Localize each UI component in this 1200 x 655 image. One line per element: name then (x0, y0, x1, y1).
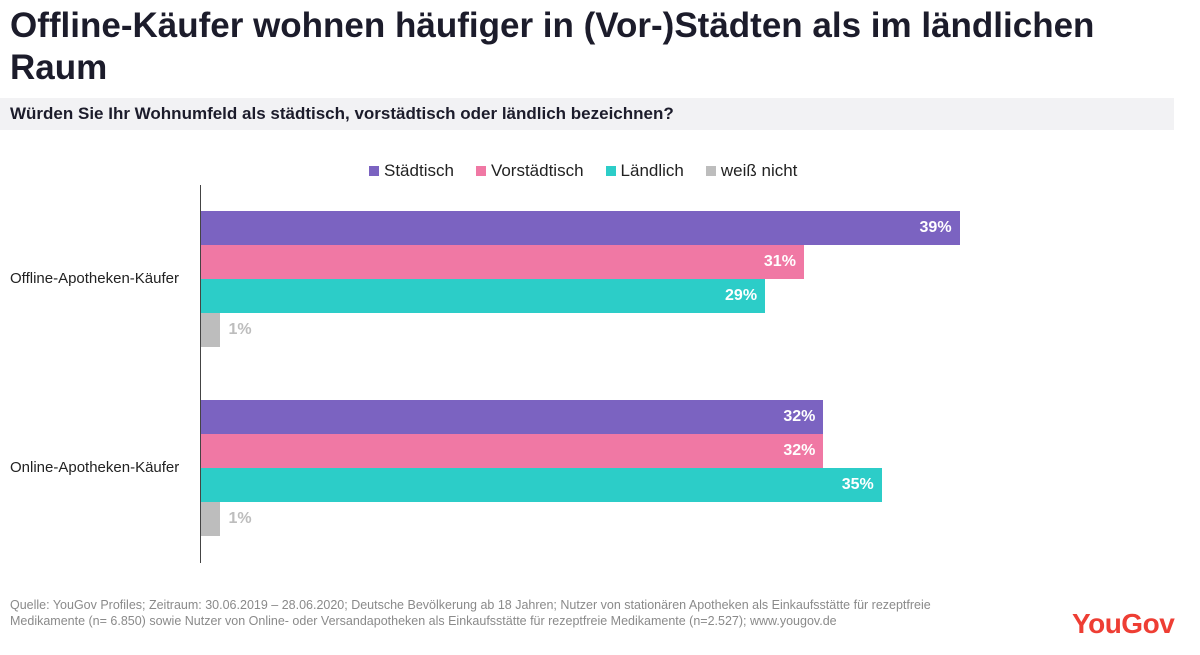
source-note: Quelle: YouGov Profiles; Zeitraum: 30.06… (10, 597, 1010, 629)
legend-label: Ländlich (620, 161, 684, 180)
y-axis-line (200, 185, 201, 563)
bar-data-label: 31% (763, 253, 796, 270)
legend-swatch (475, 166, 486, 176)
subtitle-background (0, 98, 1174, 130)
bar (201, 245, 804, 279)
legend-label: Vorstädtisch (490, 161, 584, 180)
legend-swatch (605, 166, 616, 176)
legend-swatch (369, 166, 379, 176)
category-label: Online-Apotheken-Käufer (10, 459, 180, 476)
source-note-line-1: Quelle: YouGov Profiles; Zeitraum: 30.06… (10, 598, 931, 612)
bar-data-label: 35% (841, 476, 874, 493)
chart-title: Offline-Käufer wohnen häufiger in (Vor-)… (10, 6, 1095, 87)
bar (201, 502, 221, 536)
bar-data-label: 1% (228, 321, 252, 338)
bar (201, 468, 882, 502)
legend-label: Städtisch (384, 161, 454, 180)
bar-data-label: 29% (725, 287, 758, 304)
bar (201, 211, 960, 245)
bar-data-label: 32% (783, 442, 816, 459)
bar-data-label: 32% (783, 408, 816, 425)
bar (201, 313, 221, 347)
legend-item-3: weiß nicht (705, 161, 798, 181)
bar-data-label: 1% (228, 510, 252, 527)
legend-item-0: Städtisch (369, 161, 454, 181)
source-note-line-2: Medikamente (n= 6.850) sowie Nutzer von … (10, 614, 837, 628)
legend-swatch (705, 166, 716, 176)
bar (201, 434, 824, 468)
legend: Städtisch Vorstädtisch Ländlich weiß nicht (369, 160, 819, 182)
bar-data-label: 39% (919, 219, 952, 236)
category-label: Offline-Apotheken-Käufer (10, 270, 179, 287)
chart-subtitle: Würden Sie Ihr Wohnumfeld als städtisch,… (10, 104, 674, 123)
bar (201, 400, 824, 434)
legend-item-1: Vorstädtisch (475, 161, 584, 181)
bar (201, 279, 766, 313)
legend-item-2: Ländlich (605, 161, 684, 181)
yougov-logo: YouGov (1072, 608, 1175, 639)
legend-label: weiß nicht (720, 161, 798, 180)
